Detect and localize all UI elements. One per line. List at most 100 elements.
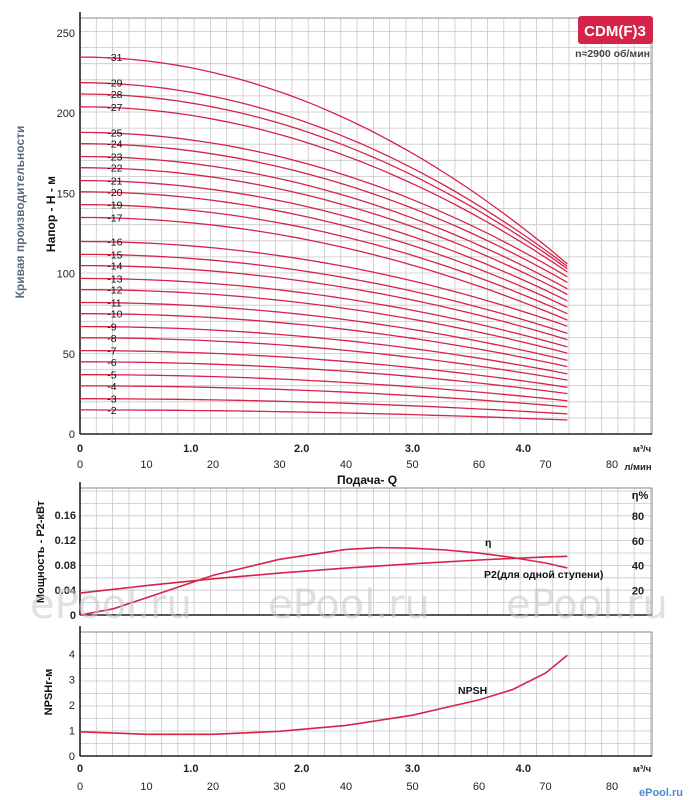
head-curve-label: -23: [107, 152, 122, 164]
head-xtick-lpm: 10: [140, 459, 152, 471]
npsh-ytick: 4: [69, 649, 75, 661]
power-ytick: 0.04: [55, 585, 77, 597]
head-curve-3: [80, 398, 568, 415]
head-xtick-lpm: 60: [473, 459, 485, 471]
head-curve-label: -16: [107, 237, 122, 249]
head-curve-5: [80, 374, 568, 402]
head-curve-13: [79, 277, 568, 348]
head-curve-label: -10: [107, 309, 122, 321]
power-ylabel: Мощность - P2-кВт: [35, 500, 47, 603]
npsh-xtick-lpm: 50: [406, 781, 418, 793]
head-curve-16: [79, 240, 568, 327]
eta-curve-label: η: [485, 537, 491, 549]
head-ylabel: Напор - H - м: [44, 176, 58, 252]
p2-curve-label: P2(для одной ступени): [484, 569, 603, 581]
eff-ytick: 40: [632, 561, 644, 573]
head-x-units-lpm: л/мин: [624, 462, 652, 473]
head-curve-11: [80, 301, 568, 362]
head-ytick: 100: [57, 269, 75, 281]
head-xtick-lpm: 0: [77, 459, 83, 471]
npsh-ylabel: NPSHr-м: [43, 669, 55, 716]
head-curve-19: [79, 203, 568, 315]
power-ytick: 0.08: [55, 560, 76, 572]
npsh-xtick-lpm: 10: [140, 781, 152, 793]
npsh-xtick-lpm: 60: [473, 781, 485, 793]
head-curve-29: [79, 82, 568, 267]
head-curve-14: [80, 264, 568, 341]
head-x-units-m3h: м³/ч: [633, 444, 651, 455]
head-curve-9: [79, 325, 568, 375]
head-xtick-m3h: 0: [77, 443, 83, 455]
npsh-curve-label: NPSH: [458, 685, 487, 697]
head-curve-label: -17: [107, 212, 122, 224]
footer-logo: ePool.ru: [639, 787, 683, 799]
head-ytick: 200: [57, 108, 75, 120]
head-xtick-m3h: 1.0: [183, 443, 198, 455]
npsh-xtick-m3h: 1.0: [183, 763, 198, 775]
side-title: Кривая производительности: [13, 126, 27, 299]
eff-ylabel: η%: [632, 490, 649, 502]
eff-ytick: 20: [632, 585, 644, 597]
head-curve-6: [80, 361, 568, 395]
efficiency-curve: [79, 546, 568, 616]
head-xtick-lpm: 50: [406, 459, 418, 471]
power-ytick: 0.16: [55, 510, 76, 522]
head-xtick-lpm: 30: [273, 459, 285, 471]
head-curve-label: -9: [107, 322, 116, 334]
npsh-x-units-m3h: м³/ч: [633, 764, 651, 775]
head-curve-label: -3: [107, 394, 116, 406]
npsh-ytick: 1: [69, 726, 75, 738]
speed-note: n≈2900 об/мин: [575, 48, 650, 60]
head-curve-label: -25: [107, 127, 122, 139]
head-curve-label: -11: [107, 297, 122, 309]
head-curve-label: -29: [107, 78, 122, 90]
eff-ytick: 80: [632, 511, 644, 523]
head-ytick: 0: [69, 429, 75, 441]
head-curve-label: -13: [107, 273, 122, 285]
head-xtick-m3h: 3.0: [405, 443, 420, 455]
head-curve-label: -7: [107, 346, 116, 358]
head-curve-21: [80, 179, 568, 302]
head-curve-24: [79, 143, 568, 283]
frame-layer: [79, 12, 653, 757]
head-curve-2: [80, 409, 568, 421]
npsh-xtick-lpm: 70: [539, 781, 551, 793]
npsh-xtick-m3h: 0: [77, 763, 83, 775]
head-curve-label: -4: [107, 381, 116, 393]
power-ytick: 0.12: [55, 535, 76, 547]
head-curve-25: [79, 131, 568, 278]
head-curve-label: -28: [107, 89, 122, 101]
head-curve-label: -15: [107, 249, 122, 261]
npsh-xtick-lpm: 40: [340, 781, 352, 793]
npsh-xtick-m3h: 3.0: [405, 763, 420, 775]
npsh-xtick-lpm: 0: [77, 781, 83, 793]
head-xtick-m3h: 4.0: [516, 443, 531, 455]
head-curve-15: [80, 253, 568, 335]
head-curve-28: [79, 93, 568, 270]
head-curve-4: [80, 385, 568, 408]
head-curve-label: -6: [107, 357, 116, 369]
head-curve-10: [80, 313, 568, 368]
npsh-ytick: 0: [69, 751, 75, 763]
npsh-ytick: 3: [69, 675, 75, 687]
head-curve-label: -20: [107, 187, 122, 199]
npsh-xtick-lpm: 20: [207, 781, 219, 793]
head-curve-8: [80, 337, 568, 381]
head-curve-label: -2: [107, 405, 116, 417]
head-plot-frame: [79, 17, 653, 435]
npsh-ytick: 2: [69, 700, 75, 712]
head-ytick: 250: [57, 28, 75, 40]
head-ytick: 150: [57, 188, 75, 200]
curve-layer: [79, 56, 568, 736]
head-curve-27: [79, 106, 568, 273]
head-xtick-lpm: 70: [539, 459, 551, 471]
npsh-xtick-lpm: 80: [606, 781, 618, 793]
head-curve-label: -19: [107, 200, 122, 212]
head-curve-7: [80, 349, 568, 388]
npsh-plot-frame: [79, 631, 653, 757]
brand-badge: CDM(F)3: [584, 23, 646, 40]
head-xtick-lpm: 80: [606, 459, 618, 471]
head-ytick: 50: [63, 349, 75, 361]
npsh-xtick-m3h: 4.0: [516, 763, 531, 775]
